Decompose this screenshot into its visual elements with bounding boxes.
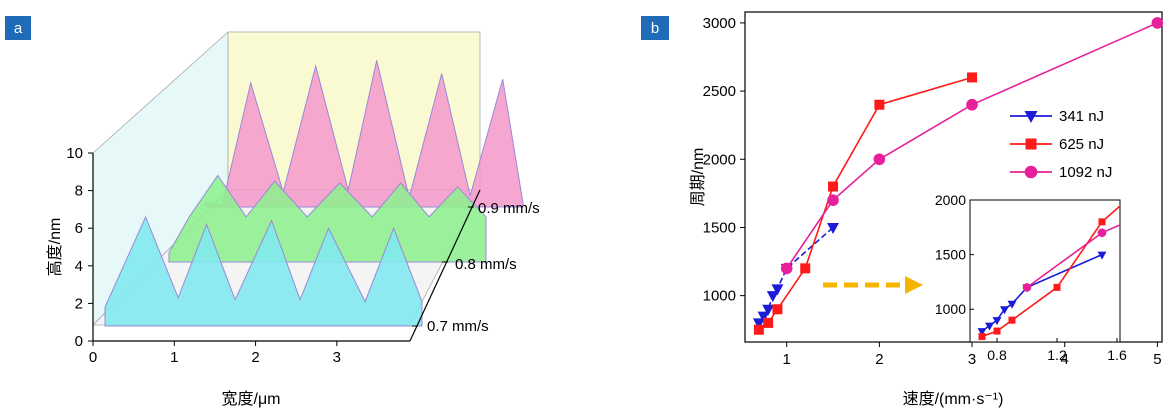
- inset-x-tick-label: 1.6: [1107, 347, 1127, 363]
- panel-b-y-tick-label: 1500: [703, 219, 736, 236]
- panel-a-x-tick-label: 1: [170, 349, 178, 366]
- panel-b-y-tick-label: 2500: [703, 83, 736, 100]
- data-point: [874, 153, 886, 165]
- panel-a-y-tick-label: 2: [75, 295, 83, 312]
- data-point: [966, 99, 978, 111]
- data-point: [772, 304, 782, 314]
- legend-marker: [1025, 111, 1038, 123]
- inset-x-tick-label: 1.2: [1047, 347, 1067, 363]
- panel-b-y-tick-label: 1000: [703, 288, 736, 305]
- panel-b-y-tick-label: 2000: [703, 151, 736, 168]
- panel-a-x-tick-label: 3: [333, 349, 341, 366]
- inset-y-tick-label: 2000: [935, 192, 966, 208]
- panel-a-y-tick-label: 6: [75, 220, 83, 237]
- panel-a-y-tick-label: 4: [75, 258, 83, 275]
- panel-a-y-label: 高度/nm: [46, 218, 64, 277]
- legend-label: 1092 nJ: [1059, 164, 1112, 181]
- data-point: [1098, 228, 1107, 237]
- data-point: [967, 72, 977, 82]
- data-point: [994, 328, 1001, 335]
- inset-y-tick-label: 1000: [935, 301, 966, 317]
- data-point: [800, 263, 810, 273]
- panel-b-x-tick-label: 1: [783, 351, 791, 368]
- legend-marker: [1025, 166, 1038, 179]
- panel-b-y-tick-label: 3000: [703, 15, 736, 32]
- data-point: [763, 318, 773, 328]
- legend-label: 341 nJ: [1059, 108, 1104, 125]
- data-point: [1099, 218, 1106, 225]
- inset-pointer-arrowhead: [905, 276, 923, 294]
- panel-b-y-label: 周期/nm: [689, 148, 707, 207]
- data-point: [874, 100, 884, 110]
- panel-a-series-label: 0.7 mm/s: [427, 318, 489, 335]
- panel-a-series-label: 0.8 mm/s: [455, 256, 517, 273]
- data-point: [781, 263, 793, 275]
- panel-b-tag: b: [651, 20, 659, 37]
- panel-a-chart: a 0 1 2 3 0 2 4 6 8 10 0.7 mm/s 0.8 mm/s 0.9 mm/s 高度…: [5, 16, 540, 408]
- panel-a-tag: a: [14, 20, 23, 37]
- legend-label: 625 nJ: [1059, 136, 1104, 153]
- data-point: [1054, 284, 1061, 291]
- panel-b-x-tick-label: 3: [968, 351, 976, 368]
- panel-b-legend: 341 nJ 625 nJ 1092 nJ: [1010, 108, 1112, 181]
- data-point: [754, 325, 764, 335]
- panel-b-x-tick-label: 5: [1153, 351, 1161, 368]
- inset-y-tick-label: 1500: [935, 247, 966, 263]
- panel-a-x-label: 宽度/μm: [222, 390, 281, 408]
- inset-frame: [970, 200, 1120, 342]
- panel-b-x-label: 速度/(mm·s⁻¹): [903, 390, 1004, 408]
- panel-b-x-tick-label: 2: [875, 351, 883, 368]
- panel-a-x-tick-label: 2: [251, 349, 259, 366]
- data-point: [827, 223, 839, 234]
- data-point: [1009, 317, 1016, 324]
- data-point: [828, 182, 838, 192]
- data-point: [979, 333, 986, 340]
- data-point: [1023, 283, 1032, 292]
- data-point: [827, 194, 839, 206]
- inset-x-tick-label: 0.8: [987, 347, 1007, 363]
- panel-a-y-tick-label: 8: [75, 183, 83, 200]
- data-point: [1152, 17, 1163, 29]
- legend-marker: [1026, 139, 1037, 150]
- panel-a-y-tick-label: 10: [66, 145, 83, 162]
- panel-a-series-label: 0.9 mm/s: [478, 200, 540, 217]
- panel-a-y-tick-label: 0: [75, 333, 83, 350]
- panel-a-x-tick-label: 0: [89, 349, 97, 366]
